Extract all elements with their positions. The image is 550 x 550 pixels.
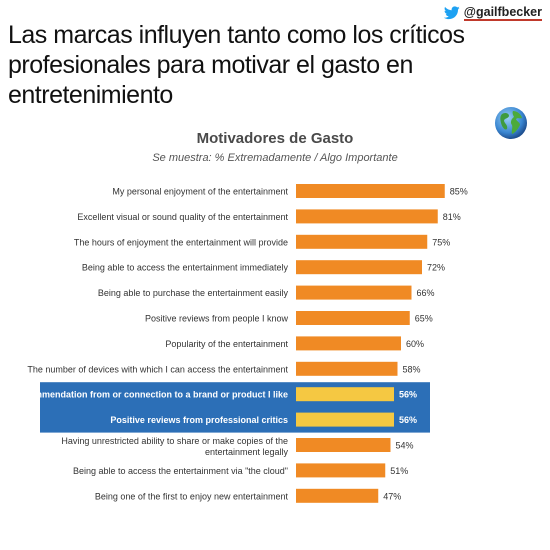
chart-subtitle: Se muestra: % Extremadamente / Algo Impo… [152, 152, 398, 164]
category-label: Being able to access the entertainment i… [82, 263, 289, 273]
category-label: Being able to purchase the entertainment… [98, 288, 289, 298]
value-label: 72% [427, 263, 445, 273]
category-label: Recommendation from or connection to a b… [12, 390, 288, 400]
value-label: 54% [396, 441, 414, 451]
chart-title: Motivadores de Gasto [196, 130, 354, 147]
value-label: 60% [406, 339, 424, 349]
category-label: Popularity of the entertainment [165, 339, 288, 349]
category-label: Positive reviews from professional criti… [110, 415, 288, 425]
twitter-attribution[interactable]: @gailfbecker [443, 4, 542, 22]
bar [296, 361, 398, 376]
value-label: 56% [399, 390, 417, 400]
value-label: 47% [383, 491, 401, 501]
value-label: 75% [432, 237, 450, 247]
bar [296, 184, 445, 198]
value-label: 56% [399, 415, 417, 425]
value-label: 65% [415, 314, 433, 324]
category-label: Being able to access the entertainment v… [73, 466, 288, 476]
value-label: 85% [450, 187, 468, 197]
bar [296, 412, 394, 427]
bar [296, 209, 438, 224]
value-label: 66% [417, 288, 435, 298]
value-label: 58% [403, 364, 421, 374]
category-label: Having unrestricted ability to share or … [61, 436, 288, 457]
bar [296, 311, 410, 325]
bar [296, 260, 422, 275]
bar [296, 336, 401, 351]
twitter-handle[interactable]: @gailfbecker [463, 5, 542, 21]
category-label: Being one of the first to enjoy new ente… [95, 491, 289, 501]
category-label: Excellent visual or sound quality of the… [77, 212, 288, 222]
value-label: 51% [390, 466, 408, 476]
bar [296, 234, 428, 249]
category-label: My personal enjoyment of the entertainme… [112, 187, 288, 197]
twitter-bird-icon [443, 6, 460, 20]
category-label: The number of devices with which I can a… [27, 364, 288, 374]
value-label: 81% [443, 212, 461, 222]
category-label: The hours of enjoyment the entertainment… [74, 237, 288, 247]
bar-chart: My personal enjoyment of the entertainme… [12, 184, 468, 503]
headline: Las marcas influyen tanto como los críti… [8, 21, 465, 109]
bar [296, 285, 412, 300]
bar [296, 438, 391, 452]
bar [296, 488, 379, 503]
globe-icon [495, 107, 527, 139]
bar [296, 387, 394, 402]
bar [296, 463, 386, 478]
category-label: Positive reviews from people I know [145, 314, 289, 324]
